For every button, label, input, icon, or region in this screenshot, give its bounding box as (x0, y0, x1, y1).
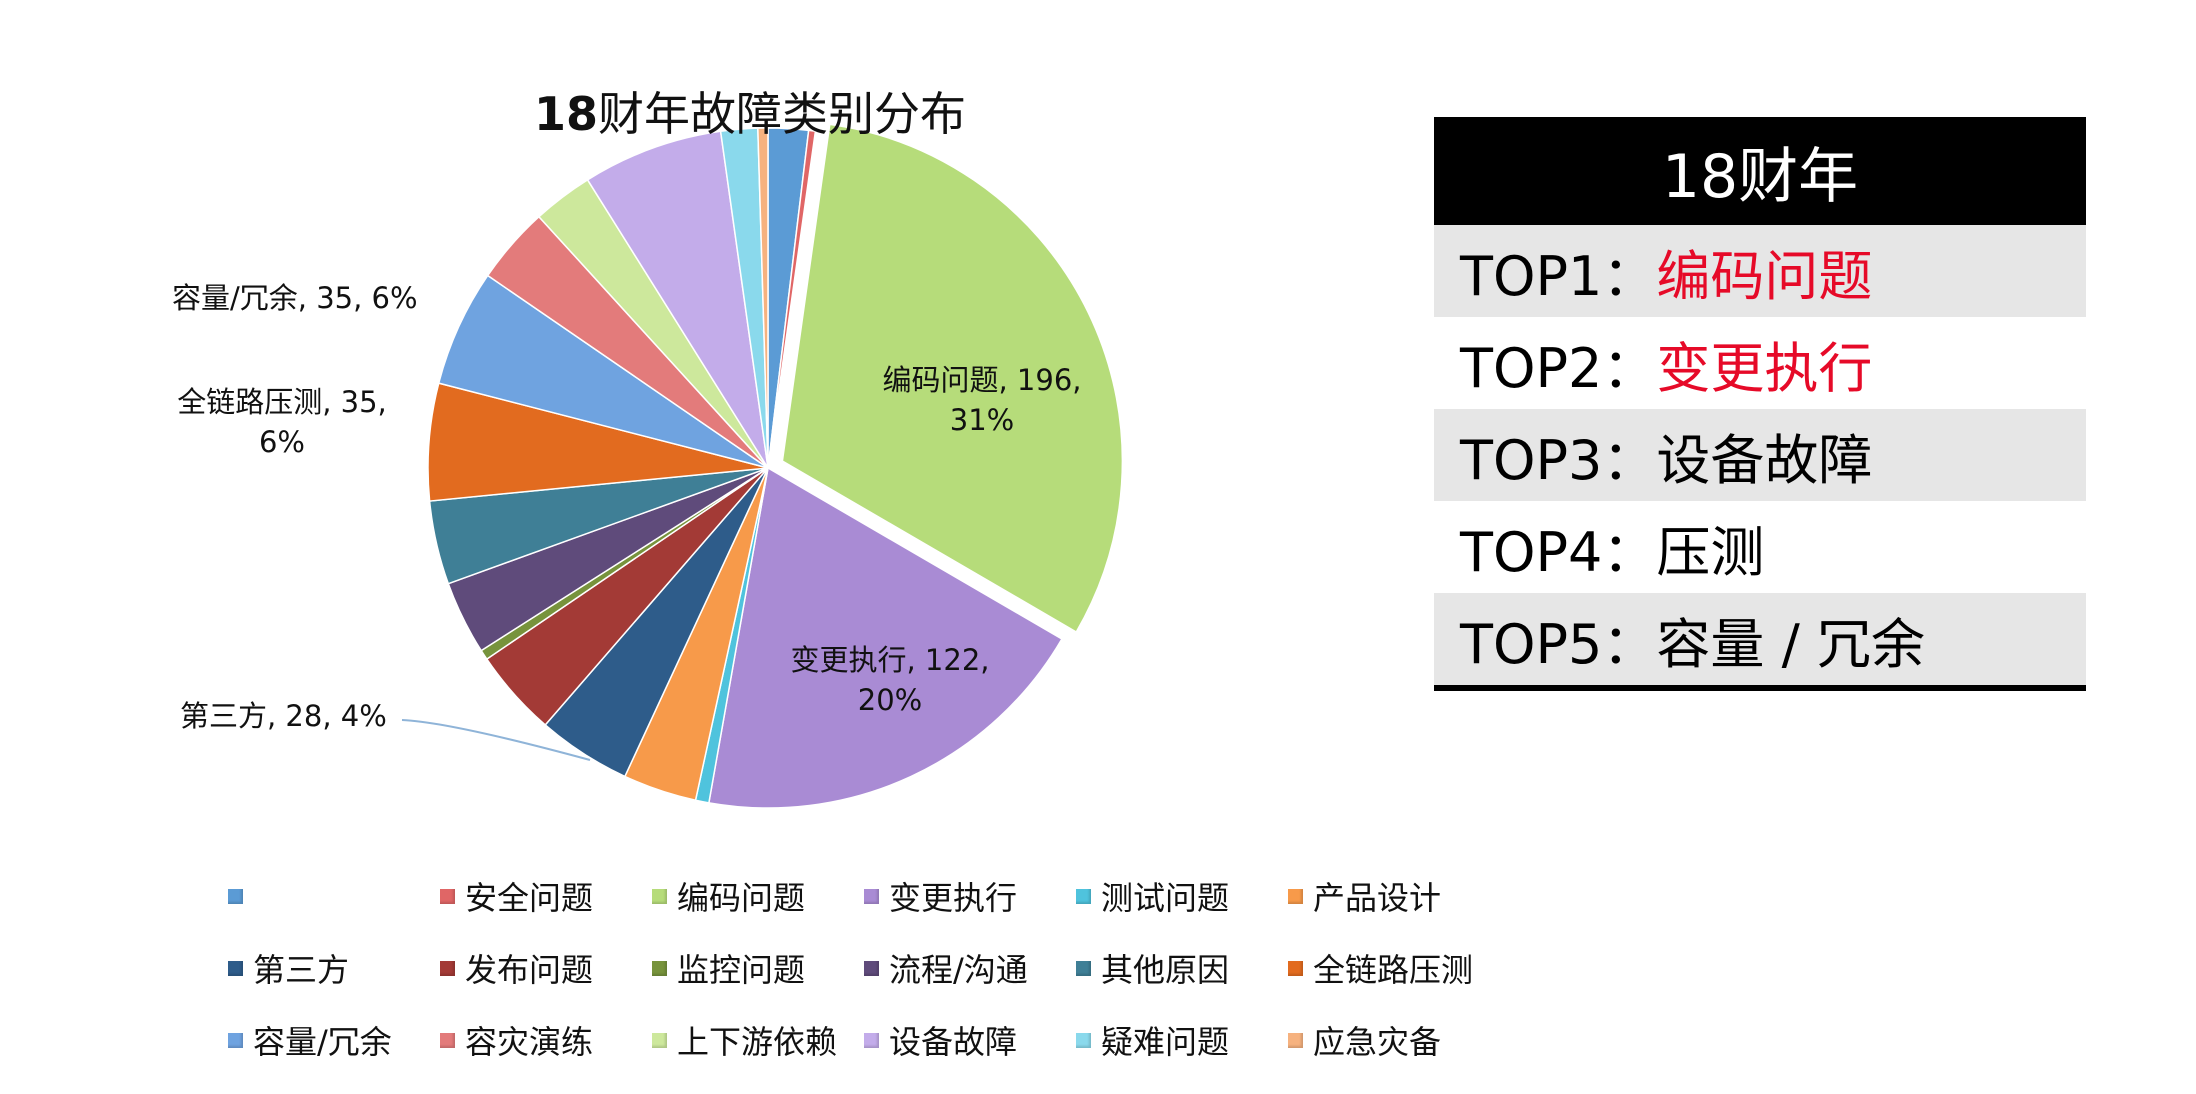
chart-legend: 安全问题 编码问题 变更执行 测试问题 产品设计 第三方 发布问题 监控问题 流… (228, 860, 1558, 1076)
legend-item: 设备故障 (864, 1017, 1076, 1063)
top-row-prefix: TOP2： (1460, 336, 1657, 400)
legend-row: 容量/冗余 容灾演练 上下游依赖 设备故障 疑难问题 应急灾备 (228, 1004, 1558, 1076)
legend-label: 第三方 (253, 951, 350, 989)
legend-swatch (1076, 888, 1091, 904)
legend-label: 监控问题 (677, 951, 806, 989)
top-row-5: TOP5： 容量 / 冗余 (1434, 593, 2086, 685)
data-label-stress-test: 全链路压测, 35, 6% (162, 382, 402, 462)
data-label-coding-line1: 编码问题, 196, (882, 363, 1082, 397)
chart-title: 18财年故障类别分布 (440, 78, 1060, 144)
legend-item: 测试问题 (1076, 873, 1288, 919)
legend-item: 产品设计 (1288, 873, 1500, 919)
legend-item: 变更执行 (864, 873, 1076, 919)
top-row-2: TOP2： 变更执行 (1434, 317, 2086, 409)
legend-swatch (652, 1032, 667, 1048)
legend-label: 安全问题 (465, 879, 594, 917)
legend-item: 第三方 (228, 945, 440, 991)
pie-slice-17 (757, 127, 769, 469)
legend-swatch (228, 1032, 243, 1048)
legend-item: 流程/沟通 (864, 945, 1076, 991)
pie-slices (427, 123, 1124, 809)
data-label-coding-line2: 31% (949, 403, 1015, 437)
legend-swatch (864, 960, 879, 976)
legend-swatch (440, 1032, 455, 1048)
legend-item: 疑难问题 (1076, 1017, 1288, 1063)
legend-item: 应急灾备 (1288, 1017, 1500, 1063)
legend-item: 发布问题 (440, 945, 652, 991)
legend-swatch (1288, 1032, 1303, 1048)
legend-item: 监控问题 (652, 945, 864, 991)
data-label-capacity-line1: 容量/冗余, 35, 6% (172, 281, 418, 315)
legend-swatch (864, 888, 879, 904)
top-row-prefix: TOP1： (1460, 244, 1657, 308)
legend-swatch (228, 888, 243, 904)
data-label-stress-test-line1: 全链路压测, 35, (177, 385, 387, 419)
legend-item: 容量/冗余 (228, 1017, 440, 1063)
top-panel-header: 18财年 (1434, 117, 2086, 225)
pie-slice-15 (586, 130, 769, 469)
legend-label: 测试问题 (1101, 879, 1230, 917)
data-label-third-party-line1: 第三方, 28, 4% (180, 699, 387, 733)
data-label-change-line2: 20% (857, 683, 923, 717)
top-panel-bottom-rule (1434, 685, 2086, 691)
top-row-value: 设备故障 (1656, 428, 1873, 492)
legend-item (228, 888, 440, 904)
legend-item: 编码问题 (652, 873, 864, 919)
top-row-value: 容量 / 冗余 (1656, 612, 1925, 676)
pie-slice-1 (767, 129, 817, 469)
top-row-value: 编码问题 (1656, 244, 1873, 308)
top-row-prefix: TOP5： (1460, 612, 1657, 676)
legend-item: 其他原因 (1076, 945, 1288, 991)
legend-swatch (652, 888, 667, 904)
legend-swatch (1076, 1032, 1091, 1048)
legend-item: 容灾演练 (440, 1017, 652, 1063)
legend-swatch (1076, 960, 1091, 976)
legend-label: 编码问题 (677, 879, 806, 917)
top-row-prefix: TOP3： (1460, 428, 1657, 492)
top-row-3: TOP3： 设备故障 (1434, 409, 2086, 501)
legend-item: 上下游依赖 (652, 1017, 864, 1063)
legend-label: 其他原因 (1101, 951, 1230, 989)
data-label-stress-test-line2: 6% (258, 425, 305, 459)
top-row-prefix: TOP4： (1460, 520, 1657, 584)
legend-item: 全链路压测 (1288, 945, 1500, 991)
legend-label: 上下游依赖 (677, 1023, 838, 1061)
legend-label: 容灾演练 (465, 1023, 594, 1061)
legend-item: 安全问题 (440, 873, 652, 919)
legend-label: 全链路压测 (1313, 951, 1474, 989)
top-row-4: TOP4： 压测 (1434, 501, 2086, 593)
data-label-coding: 编码问题, 196, 31% (862, 360, 1102, 440)
legend-label: 设备故障 (889, 1023, 1018, 1061)
legend-label: 产品设计 (1313, 879, 1442, 917)
chart-title-text: 财年故障类别分布 (598, 87, 966, 141)
legend-swatch (652, 960, 667, 976)
legend-swatch (440, 888, 455, 904)
legend-label: 发布问题 (465, 951, 594, 989)
pie-slice-2 (781, 123, 1124, 634)
legend-label: 流程/沟通 (889, 951, 1028, 989)
top-ranking-panel: 18财年 TOP1： 编码问题 TOP2： 变更执行 TOP3： 设备故障 TOP4：… (1434, 117, 2086, 691)
data-label-capacity: 容量/冗余, 35, 6% (172, 278, 418, 318)
legend-label: 容量/冗余 (253, 1023, 392, 1061)
chart-title-prefix: 18 (533, 87, 598, 141)
top-row-1: TOP1： 编码问题 (1434, 225, 2086, 317)
legend-swatch (440, 960, 455, 976)
data-label-third-party: 第三方, 28, 4% (180, 696, 387, 736)
pie-slice-3 (707, 466, 1063, 809)
legend-swatch (1288, 960, 1303, 976)
legend-swatch (864, 1032, 879, 1048)
legend-row: 第三方 发布问题 监控问题 流程/沟通 其他原因 全链路压测 (228, 932, 1558, 1004)
legend-swatch (228, 960, 243, 976)
legend-label: 疑难问题 (1101, 1023, 1230, 1061)
top-row-value: 变更执行 (1656, 336, 1873, 400)
leader-line-third-party (401, 719, 591, 761)
legend-label: 变更执行 (889, 879, 1018, 917)
legend-row: 安全问题 编码问题 变更执行 测试问题 产品设计 (228, 860, 1558, 932)
data-label-change-line1: 变更执行, 122, (790, 643, 990, 677)
top-row-value: 压测 (1656, 520, 1765, 584)
legend-swatch (1288, 888, 1303, 904)
data-label-change: 变更执行, 122, 20% (770, 640, 1010, 720)
legend-label: 应急灾备 (1313, 1023, 1442, 1061)
